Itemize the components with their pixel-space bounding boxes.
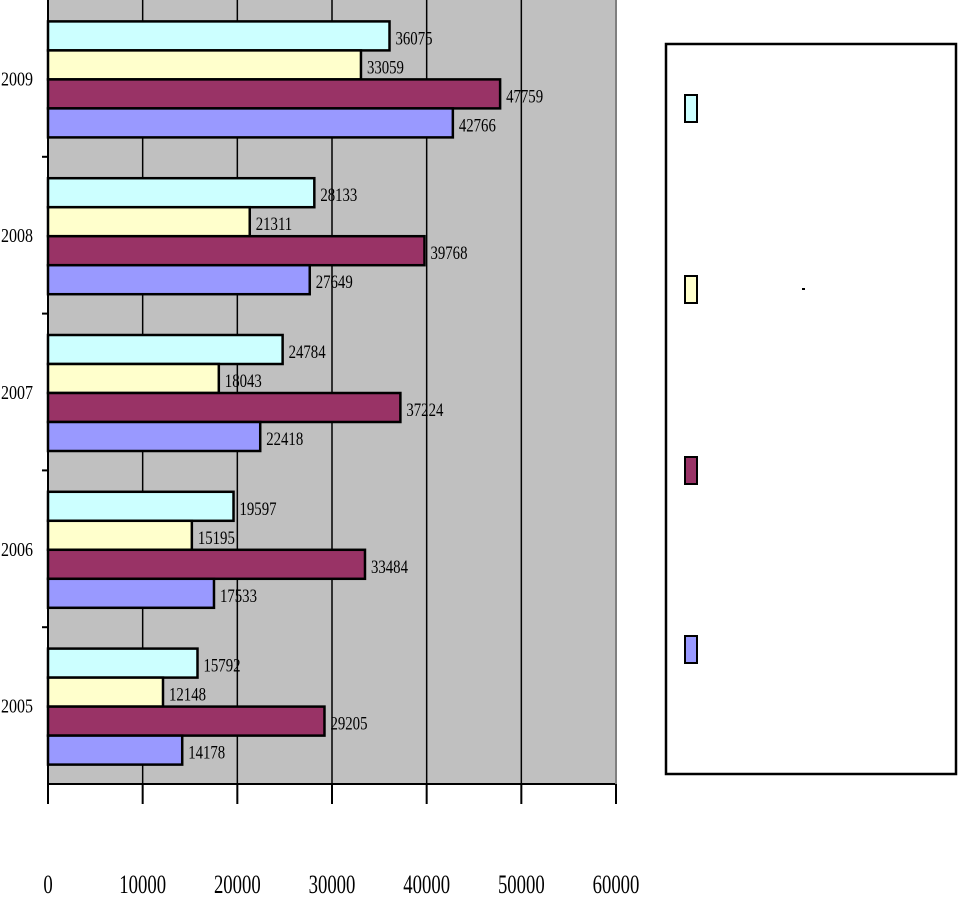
bar: [46, 519, 194, 552]
data-label: 21311: [256, 213, 292, 234]
bar: [46, 577, 216, 610]
bar: [46, 490, 235, 523]
x-tick-label: 0: [43, 870, 52, 899]
bar: [46, 333, 284, 366]
bar: [46, 20, 391, 52]
data-label: 19597: [240, 498, 277, 519]
x-tick-label: 50000: [498, 870, 545, 899]
bar: [46, 263, 311, 296]
x-tick-label: 20000: [214, 870, 261, 899]
bar: [46, 705, 326, 737]
bar: [46, 548, 367, 581]
bar: [46, 205, 251, 238]
legend-swatch: [684, 94, 698, 123]
bar: [46, 78, 502, 110]
x-tick-label: 30000: [309, 870, 356, 899]
bar: [46, 420, 262, 453]
data-label: 18043: [225, 370, 262, 391]
data-label: 33059: [367, 57, 404, 78]
category-label: 2006: [1, 538, 33, 560]
data-label: 27649: [316, 271, 353, 292]
legend-mark: [802, 288, 805, 290]
category-label: 2005: [1, 695, 33, 717]
legend-swatch: [684, 635, 698, 664]
axes: [42, 0, 617, 804]
data-label: 39768: [430, 242, 467, 263]
data-label: 12148: [169, 684, 206, 705]
data-label: 28133: [320, 184, 357, 205]
category-label: 2008: [1, 225, 33, 247]
bar: [46, 176, 316, 209]
data-label: 29205: [330, 713, 367, 734]
category-label: 2007: [1, 381, 33, 403]
category-label: 2009: [1, 68, 33, 90]
bar: [46, 391, 402, 424]
legend: [684, 94, 805, 664]
x-tick-label: 60000: [593, 870, 640, 899]
data-label: 37224: [406, 399, 443, 420]
bar: [46, 49, 363, 81]
data-label: 33484: [371, 556, 408, 577]
bar: [46, 362, 221, 395]
data-label: 14178: [188, 742, 225, 763]
data-label: 24784: [289, 341, 326, 362]
x-tick-label: 10000: [119, 870, 166, 899]
legend-swatch: [684, 456, 698, 485]
data-label: 15792: [203, 655, 240, 676]
data-label: 22418: [266, 428, 303, 449]
x-tick-label: 40000: [403, 870, 450, 899]
bar: [46, 647, 199, 679]
data-label: 17533: [220, 585, 257, 606]
bar: [46, 107, 455, 139]
data-label: 42766: [459, 115, 496, 136]
data-label: 15195: [198, 527, 235, 548]
bar: [46, 676, 165, 708]
bars: [46, 20, 502, 766]
legend-box: [664, 42, 958, 776]
data-label: 47759: [506, 86, 543, 107]
legend-swatch: [684, 275, 698, 304]
bar: [46, 234, 426, 267]
data-label: 36075: [396, 28, 433, 49]
bar: [46, 734, 184, 766]
